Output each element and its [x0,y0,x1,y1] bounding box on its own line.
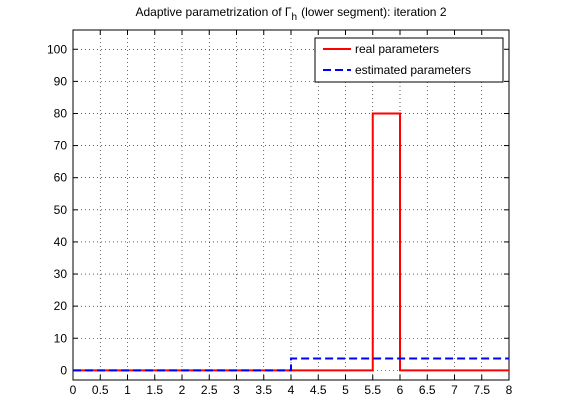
y-tick-label: 30 [54,267,68,281]
y-tick-label: 60 [54,171,68,185]
legend-label: estimated parameters [355,63,471,77]
title-main: Adaptive parametrization of Γ [136,5,292,19]
y-tick-label: 90 [54,74,68,88]
x-tick-label: 4.5 [310,383,327,397]
y-tick-label: 20 [54,299,68,313]
y-tick-label: 50 [54,203,68,217]
x-tick-label: 8 [506,383,513,397]
y-tick-label: 70 [54,139,68,153]
x-tick-label: 7 [451,383,458,397]
x-tick-label: 1 [124,383,131,397]
x-tick-label: 6 [397,383,404,397]
x-tick-label: 6.5 [419,383,436,397]
x-tick-label: 5 [342,383,349,397]
x-tick-label: 7.5 [473,383,490,397]
chart-title: Adaptive parametrization of Γh (lower seg… [136,5,447,23]
y-tick-label: 10 [54,331,68,345]
series-line [73,112,509,372]
title-rest: (lower segment): iteration 2 [301,5,447,19]
x-tick-label: 2 [179,383,186,397]
y-tick-label: 40 [54,235,68,249]
axes-box [72,29,510,381]
y-tick-label: 80 [54,106,68,120]
x-tick-label: 5.5 [364,383,381,397]
x-tick-label: 2.5 [201,383,218,397]
x-tick-label: 4 [288,383,295,397]
plot-area [73,30,509,380]
y-tick-label: 100 [47,42,67,56]
x-tick-label: 1.5 [146,383,163,397]
x-tick-label: 3.5 [255,383,272,397]
series-line [73,357,509,372]
legend-label: real parameters [355,42,439,56]
y-tick-label: 0 [60,363,67,377]
title-subscript: h [292,12,298,23]
x-tick-label: 0.5 [92,383,109,397]
x-tick-label: 0 [70,383,77,397]
x-tick-label: 3 [233,383,240,397]
legend-box [314,37,504,83]
